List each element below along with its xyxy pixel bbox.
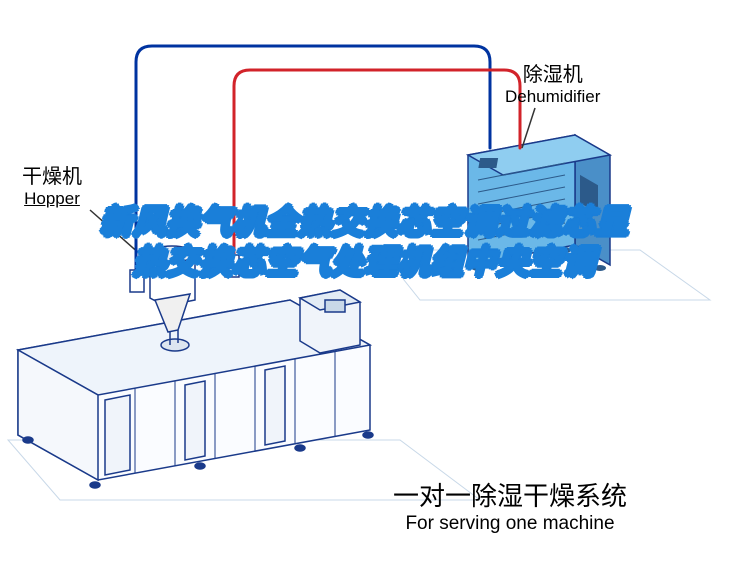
system-label: 一对一除湿干燥系统 For serving one machine <box>320 476 700 535</box>
leader-dehumidifier <box>522 108 535 148</box>
dehumidifier-label: 除湿机 Dehumidifier <box>505 58 600 107</box>
hopper-label-en: Hopper <box>22 189 82 209</box>
system-label-cn: 一对一除湿干燥系统 <box>320 476 700 513</box>
hopper-label: 干燥机 Hopper <box>22 160 82 209</box>
dehumidifier-label-en: Dehumidifier <box>505 87 600 107</box>
system-label-en: For serving one machine <box>320 513 700 535</box>
banner-overlay: 新风换气机全热交换芯空调过滤芯显热交换芯空气处理机组中央空调 <box>85 202 645 282</box>
hopper-label-cn: 干燥机 <box>22 160 82 189</box>
dehumidifier-label-cn: 除湿机 <box>505 58 600 87</box>
processing-machine <box>18 290 373 488</box>
